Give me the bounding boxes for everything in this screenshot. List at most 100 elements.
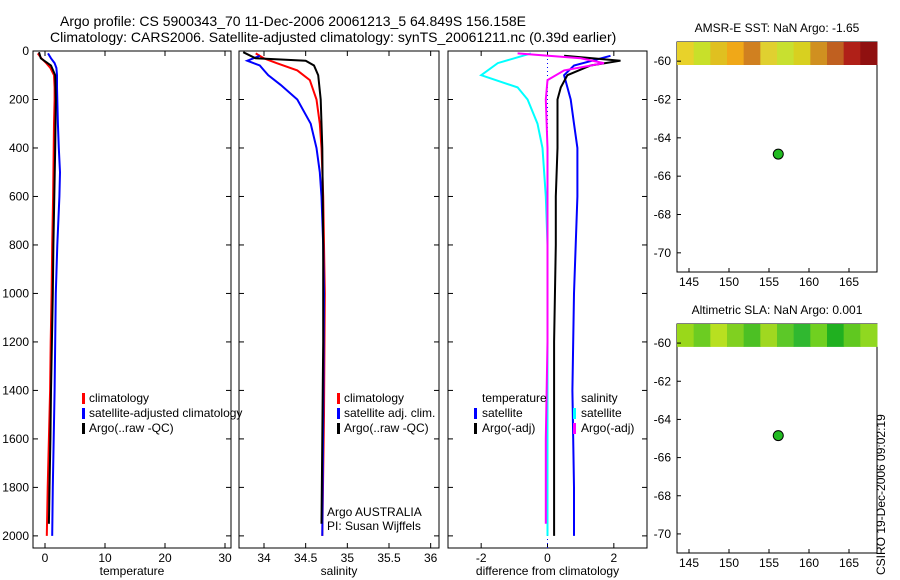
sla_map-ytick-label: -68	[654, 489, 672, 503]
sla_map-band-cell	[693, 324, 711, 347]
sla_map-band-cell	[793, 324, 811, 347]
temperature-ytick-label: 1000	[2, 286, 29, 300]
temperature-legend-swatch	[82, 423, 85, 434]
temperature-ytick-label: 1400	[2, 383, 29, 397]
difference-series-temperature-satellite	[562, 54, 611, 536]
sst_map-ytick-label: -68	[654, 208, 672, 222]
temperature-ytick-label: 1200	[2, 335, 29, 349]
difference-xtick-label: 0	[544, 551, 551, 565]
temperature-xtick-label: 20	[158, 551, 172, 565]
sst_map-ytick-label: -62	[654, 93, 672, 107]
sla_map-xtick-label: 165	[839, 556, 859, 570]
sst_map-band-cell	[777, 42, 795, 65]
sla_map-xtick-label: 150	[719, 556, 739, 570]
temperature-ytick-label: 400	[9, 141, 29, 155]
salinity-annotation: Argo AUSTRALIA	[327, 505, 422, 519]
sst_map-band-cell	[693, 42, 711, 65]
sst_map-ytick-label: -60	[654, 54, 672, 68]
salinity-series-argo-raw-qc-	[242, 51, 325, 524]
temperature-ytick-label: 1600	[2, 432, 29, 446]
salinity-xtick-label: 34	[257, 551, 271, 565]
difference-xlabel: difference from climatology	[476, 564, 619, 578]
sla_map-band-cell	[860, 324, 878, 347]
difference-legend-swatch	[573, 408, 576, 419]
sla_map-band-cell	[777, 324, 795, 347]
salinity-legend-swatch	[337, 393, 340, 404]
temperature-legend-entry: satellite-adjusted climatology	[89, 406, 242, 420]
temperature-xtick-label: 10	[98, 551, 112, 565]
salinity-xtick-label: 35.5	[377, 551, 401, 565]
difference-legend-entry: Argo(-adj)	[482, 421, 535, 435]
salinity-legend-entry: climatology	[344, 391, 404, 405]
sst_map-ytick-label: -70	[654, 246, 672, 260]
sla_map-band-cell	[827, 324, 845, 347]
salinity-xtick-label: 36	[424, 551, 438, 565]
sla_map-ytick-label: -64	[654, 412, 672, 426]
salinity-legend-entry: satellite adj. clim.	[344, 406, 435, 420]
sst_map-ytick-label: -66	[654, 169, 672, 183]
sst_map-band-cell	[860, 42, 878, 65]
sst_map-band-cell	[810, 42, 828, 65]
temperature-ytick-label: 0	[22, 44, 29, 58]
sla_map-band-cell	[843, 324, 861, 347]
temperature-ytick-label: 1800	[2, 480, 29, 494]
plot-title-line-1: Argo profile: CS 5900343_70 11-Dec-2006 …	[60, 13, 526, 29]
temperature-xlabel: temperature	[100, 564, 165, 578]
difference-legend-entry: satellite	[581, 406, 622, 420]
temperature-ytick-label: 800	[9, 238, 29, 252]
salinity-legend-entry: Argo(..raw -QC)	[344, 421, 429, 435]
sla_map-ytick-label: -66	[654, 451, 672, 465]
temperature-series-satellite-adjusted-climatology	[47, 52, 62, 536]
temperature-legend-swatch	[82, 408, 85, 419]
sst_map-xtick-label: 160	[799, 275, 819, 289]
sla_map-argo-marker	[772, 430, 784, 442]
sla_map-band-cell	[727, 324, 745, 347]
sla_map-xtick-label: 160	[799, 556, 819, 570]
sla_map-ytick-label: -70	[654, 527, 672, 541]
salinity-xlabel: salinity	[321, 564, 358, 578]
temperature-series-argo-raw-qc-	[38, 51, 57, 524]
sst_map-band-cell	[843, 42, 861, 65]
sla_map-band-cell	[810, 324, 828, 347]
difference-xtick-label: -2	[476, 551, 487, 565]
sst_map-xtick-label: 155	[759, 275, 779, 289]
salinity-frame	[238, 50, 440, 549]
salinity-xtick-label: 34.5	[294, 551, 318, 565]
sla_map-title: Altimetric SLA: NaN Argo: 0.001	[692, 303, 863, 317]
sst_map-title: AMSR-E SST: NaN Argo: -1.65	[695, 21, 860, 35]
salinity-xtick-label: 35	[341, 551, 355, 565]
difference-legend-title: temperature	[482, 391, 547, 405]
sla_map-band-cell	[760, 324, 778, 347]
difference-legend-entry: satellite	[482, 406, 523, 420]
temperature-legend-entry: Argo(..raw -QC)	[89, 421, 174, 435]
sla_map-ytick-label: -62	[654, 374, 672, 388]
sst_map-band-cell	[710, 42, 728, 65]
sst_map-band-cell	[827, 42, 845, 65]
difference-series-salinity-argo-adj-	[517, 52, 605, 524]
difference-xtick-label: 2	[610, 551, 617, 565]
sst_map-band-cell	[743, 42, 761, 65]
sla_map-band-cell	[743, 324, 761, 347]
salinity-annotation: PI: Susan Wijffels	[327, 519, 421, 533]
sst_map-xtick-label: 150	[719, 275, 739, 289]
sla_map-band-cell	[710, 324, 728, 347]
sst_map-band-cell	[677, 42, 695, 65]
temperature-xtick-label: 30	[218, 551, 232, 565]
sst_map-band-cell	[727, 42, 745, 65]
temperature-legend-swatch	[82, 393, 85, 404]
credit-label: CSIRO 19-Dec-2006 09:02:19	[874, 414, 888, 575]
difference-legend-entry: Argo(-adj)	[581, 421, 634, 435]
temperature-xtick-label: 0	[42, 551, 49, 565]
sst_map-band-cell	[793, 42, 811, 65]
difference-legend-swatch	[474, 408, 477, 419]
sst_map-argo-marker	[772, 148, 784, 160]
temperature-ytick-label: 600	[9, 189, 29, 203]
salinity-legend-swatch	[337, 423, 340, 434]
difference-legend-title: salinity	[581, 391, 618, 405]
difference-legend-swatch	[474, 423, 477, 434]
sla_map-xtick-label: 155	[759, 556, 779, 570]
sla_map-xtick-label: 145	[679, 556, 699, 570]
sst_map-band-cell	[760, 42, 778, 65]
temperature-ytick-label: 200	[9, 92, 29, 106]
